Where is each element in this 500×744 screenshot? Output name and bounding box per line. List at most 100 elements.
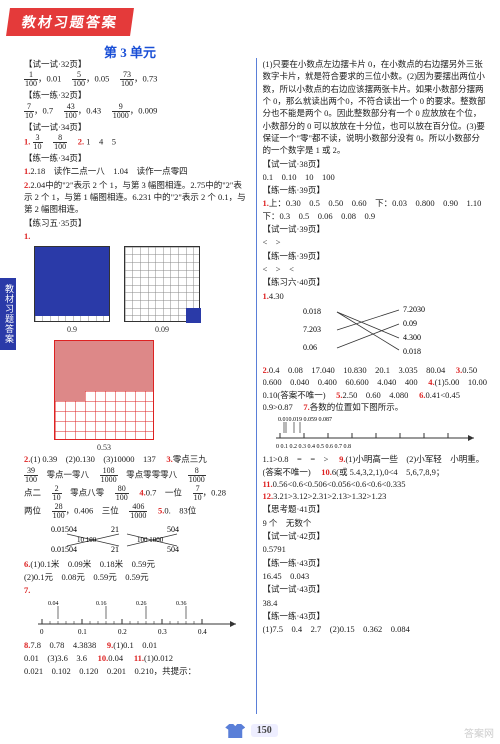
fraction: 80100: [115, 485, 129, 502]
section-heading: 【试一试·42页】: [263, 530, 489, 542]
fraction: 4061000: [129, 503, 147, 520]
fraction: 39100: [24, 467, 38, 484]
section-heading: 【练一练·39页】: [263, 184, 489, 196]
text: 零点三九: [173, 454, 207, 464]
fraction: 28100: [52, 503, 66, 520]
grid-label: 0.09: [124, 324, 200, 336]
q-number: 1.: [24, 136, 30, 146]
right-column: (1)只要在小数点左边摆卡片 0，在小数点的右边摆另外三张数字卡片，就是符合要求…: [263, 58, 489, 714]
fraction: 5100: [72, 71, 86, 88]
svg-text:0: 0: [40, 628, 44, 636]
text: (1)0.012: [144, 653, 173, 663]
fraction: 8100: [53, 134, 67, 151]
answer-line: 16.45 0.043: [263, 570, 489, 582]
text: [67, 136, 76, 146]
grid-row: 0.9 0.09: [34, 246, 250, 336]
svg-text:0.16: 0.16: [96, 601, 107, 607]
q-number: 7.: [24, 585, 30, 595]
cross-right-3: 0.018: [403, 347, 421, 356]
text: (1) 0.39 (2)0.130 (3)10000 137: [30, 454, 164, 464]
answer-line: 6.(1)0.1米 0.09米 0.18米 0.59元: [24, 558, 250, 570]
answer-line: 两位 28100，0.406 三位 4061000 5.0. 83位: [24, 503, 250, 520]
svg-text:0.26: 0.26: [136, 601, 147, 607]
section-heading: 【练一练·34页】: [24, 152, 250, 164]
fraction: 73100: [120, 71, 134, 88]
answer-line: 1.4.30: [263, 290, 489, 302]
section-heading: 【试一试·39页】: [263, 223, 489, 235]
answer-line: (2)0.1元 0.08元 0.59元 0.59元: [24, 571, 250, 583]
answer-line: 1. 310 8100 2. 1 4 5: [24, 134, 250, 151]
section-heading: 【练习五·35页】: [24, 217, 250, 229]
section-heading: 【练一练·43页】: [263, 557, 489, 569]
text: 零点一零八: [38, 469, 98, 479]
svg-text:0.01504: 0.01504: [51, 525, 77, 534]
section-heading: 【练一练·32页】: [24, 89, 250, 101]
hundred-grid: [124, 246, 200, 322]
numline-labels: 0 0.1 0.2 0.3 0.4 0.5 0.6 0.7 0.8: [276, 444, 351, 450]
answer-line: 0.1 0.10 10 100: [263, 171, 489, 183]
text: 零点八零: [62, 487, 113, 497]
svg-text:21: 21: [111, 525, 119, 534]
text: ，0.01: [38, 74, 70, 84]
answer-line: 2.2.04中的"2"表示 2 个 1，与第 3 幅图相连。2.75中的"2"表…: [24, 179, 250, 216]
fraction: 710: [24, 103, 34, 120]
cross-diagram-left: 0.0150421504 0.0150421504 10 100 100 100…: [47, 522, 227, 556]
hundred-grid-large: [54, 340, 154, 440]
section-heading: 【试一试·34页】: [24, 121, 250, 133]
section-heading: 【练一练·43页】: [263, 610, 489, 622]
q-number: 2.: [78, 136, 84, 146]
text: 0.01 (3)3.6 3.6: [24, 653, 96, 663]
answer-line: 38.4: [263, 597, 489, 609]
text: ，0.009: [130, 105, 158, 115]
answer-line: 1.1>0.8 = = > 9.(1)小明高一些 (2)小军轻 小明重。(答案不…: [263, 453, 489, 502]
column-divider: [256, 58, 257, 714]
number-line-right: 0 0.1 0.2 0.3 0.4 0.5 0.6 0.7 0.8 0.010.…: [270, 416, 480, 450]
q-number: 10.: [98, 653, 109, 663]
fraction: 43100: [64, 103, 78, 120]
cross-diagram-right: 0.018 7.203 0.06 7.2030 0.09 4.300 0.018: [295, 304, 455, 362]
text: 0.04: [108, 653, 131, 663]
numline-top: 0.010.019 0.059 0.087: [278, 417, 332, 423]
answer-line: < > <: [263, 263, 489, 275]
answer-line: 2.0.4 0.08 17.040 10.830 20.1 3.035 80.0…: [263, 364, 489, 413]
shirt-icon: [225, 724, 245, 738]
text: 两位: [24, 505, 50, 515]
svg-text:0.01504: 0.01504: [51, 545, 77, 554]
answer-line: 1.2.18 读作二点一八 1.04 读作一点零四: [24, 165, 250, 177]
content-columns: 【试一试·32页】 1100，0.01 5100，0.05 73100，0.73…: [24, 58, 488, 714]
page-number: 150: [251, 724, 278, 737]
svg-text:10 100: 10 100: [77, 536, 97, 544]
text: ，0.05: [86, 74, 118, 84]
text: 3.21>3.12>2.31>2.13>1.32>1.23: [273, 491, 386, 501]
svg-text:0.2: 0.2: [118, 628, 127, 636]
section-heading: 【试一试·38页】: [263, 158, 489, 170]
grid-item: 0.09: [124, 246, 200, 336]
answer-line: 1.上：0.30 0.5 0.50 0.60 下：0.03 0.800 0.90…: [263, 197, 489, 222]
section-heading: 【练习六·40页】: [263, 276, 489, 288]
text: 上：0.30 0.5 0.50 0.60 下：0.03 0.800 0.90 1…: [263, 198, 489, 220]
text: 0. 83位: [164, 505, 196, 515]
side-tab: 教材习题答案: [0, 278, 16, 350]
text: (1)0.1 0.01: [113, 640, 157, 650]
answer-line: 8.7.8 0.78 4.3838 9.(1)0.1 0.01: [24, 639, 250, 651]
q-number: 11.: [134, 653, 144, 663]
header-tag: 教材习题答案: [6, 8, 134, 36]
number-line-left: 00.1 0.20.30.4 0.040.16 0.260.36: [32, 600, 242, 636]
cross-left-0: 0.018: [303, 307, 321, 316]
fraction: 1081000: [100, 467, 118, 484]
text: 6(或 5.4,3,2,1),0<4 5,6,7,8,9；: [332, 467, 444, 477]
text: 4.30: [269, 291, 284, 301]
answer-paragraph: (1)只要在小数点左边摆卡片 0，在小数点的右边摆另外三张数字卡片，就是符合要求…: [263, 58, 489, 157]
answer-line: 0.021 0.102 0.120 0.201 0.210，共提示：: [24, 665, 250, 677]
svg-text:0.1: 0.1: [78, 628, 87, 636]
fraction: 81000: [188, 467, 206, 484]
text: 0.4 0.08 17.040 10.830 20.1 3.035 80.04: [269, 365, 454, 375]
answer-line: 1100，0.01 5100，0.05 73100，0.73: [24, 71, 250, 88]
answer-line: 7.: [24, 584, 250, 596]
answer-line: 710，0.7 43100，0.43 91000，0.009: [24, 103, 250, 120]
grid-label: 0.9: [34, 324, 110, 336]
answer-line: 2.(1) 0.39 (2)0.130 (3)10000 137 3.零点三九: [24, 453, 250, 465]
svg-text:100 1000: 100 1000: [137, 536, 164, 544]
q-number: 12.: [263, 491, 274, 501]
left-column: 【试一试·32页】 1100，0.01 5100，0.05 73100，0.73…: [24, 58, 250, 714]
